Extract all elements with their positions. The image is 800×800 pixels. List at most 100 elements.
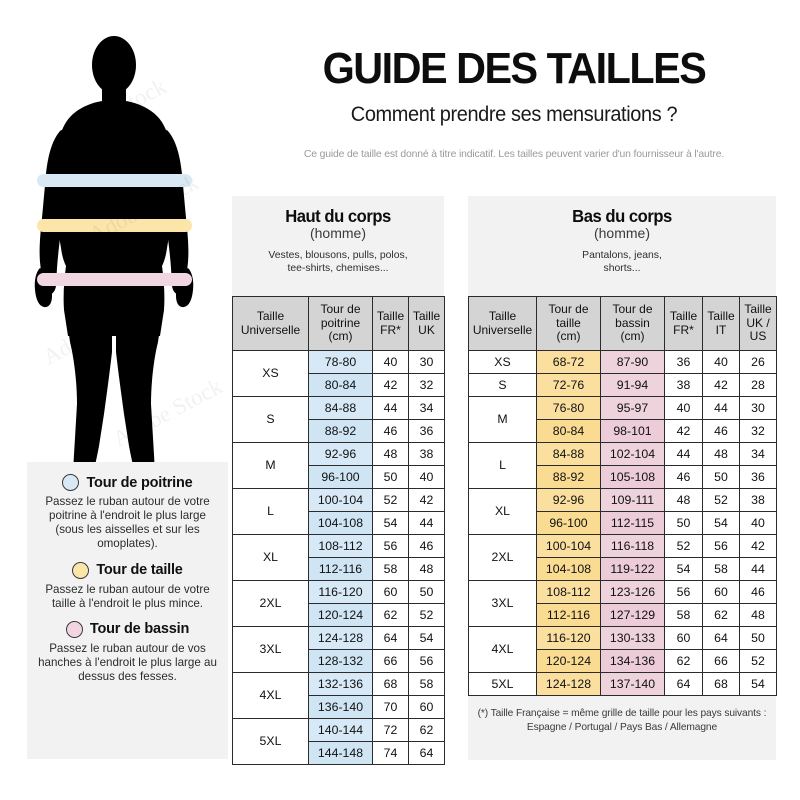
it-size-cell: 64 — [702, 626, 740, 650]
uk-us-size-cell: 40 — [739, 511, 777, 535]
legend-waist-heading: Tour de taille — [35, 561, 220, 579]
table-row: 80-84 42 32 — [233, 373, 445, 397]
waist-value-cell: 72-76 — [536, 373, 601, 397]
waist-measure-band — [37, 219, 192, 232]
fr-size-cell: 60 — [372, 580, 409, 604]
table-row: XL 108-112 56 46 — [232, 534, 445, 581]
body-silhouette-figure: Adobe Stock Adobe Stock Adobe Stock Adob… — [0, 18, 228, 488]
fr-size-cell: 40 — [664, 396, 703, 420]
uk-us-size-cell: 54 — [739, 672, 777, 696]
fr-size-cell: 56 — [372, 534, 409, 558]
upper-body-size-table: Taille Universelle Tour de poitrine (cm) Tail… — [232, 296, 445, 765]
upper-body-table-wrap: Taille Universelle Tour de poitrine (cm) Tail… — [232, 296, 445, 765]
fr-size-cell: 68 — [372, 672, 409, 696]
waist-value-cell: 84-88 — [536, 442, 601, 466]
uk-size-cell: 40 — [408, 465, 445, 489]
uk-size-cell: 52 — [408, 603, 445, 627]
lower-table-header-row: Taille Universelle Tour de taille (cm) Tour d… — [468, 296, 777, 351]
size-label-cell: XL — [468, 488, 537, 535]
waist-color-dot-icon — [72, 561, 90, 579]
fr-size-cell: 38 — [664, 373, 703, 397]
uk-us-size-cell: 50 — [739, 626, 777, 650]
waist-value-cell: 92-96 — [536, 488, 601, 512]
waist-value-cell: 112-116 — [536, 603, 601, 627]
uk-us-size-cell: 44 — [739, 557, 777, 581]
legend-hip-heading: Tour de bassin — [35, 620, 220, 638]
uk-us-size-cell: 52 — [739, 649, 777, 673]
table-row: 96-100 112-115 50 54 40 — [469, 511, 777, 535]
fr-size-cell: 62 — [664, 649, 703, 673]
size-label-cell: 3XL — [232, 626, 309, 673]
fr-size-cell: 74 — [372, 741, 409, 765]
it-size-cell: 58 — [702, 557, 740, 581]
lower-table-head: Taille Universelle Tour de taille (cm) Tour d… — [468, 296, 777, 351]
chest-value-cell: 116-120 — [308, 580, 373, 604]
waist-value-cell: 104-108 — [536, 557, 601, 581]
chest-value-cell: 96-100 — [308, 465, 373, 489]
uk-us-size-cell: 32 — [739, 419, 777, 443]
uk-us-size-cell: 34 — [739, 442, 777, 466]
uk-size-cell: 58 — [408, 672, 445, 696]
chest-value-cell: 104-108 — [308, 511, 373, 535]
it-size-cell: 40 — [702, 350, 740, 374]
fr-size-cell: 64 — [372, 626, 409, 650]
column-header: Taille FR* — [372, 296, 409, 351]
fr-size-cell: 66 — [372, 649, 409, 673]
chest-value-cell: 108-112 — [308, 534, 373, 558]
uk-us-size-cell: 28 — [739, 373, 777, 397]
lower-body-panel-header: Bas du corps (homme) Pantalons, jeans, sh… — [468, 196, 776, 275]
hip-value-cell: 123-126 — [600, 580, 665, 604]
table-row: 88-92 105-108 46 50 36 — [469, 465, 777, 489]
size-label-cell: 2XL — [232, 580, 309, 627]
legend-chest-title: Tour de poitrine — [86, 474, 193, 491]
chest-value-cell: 112-116 — [308, 557, 373, 581]
waist-value-cell: 120-124 — [536, 649, 601, 673]
uk-size-cell: 50 — [408, 580, 445, 604]
upper-table-header-row: Taille Universelle Tour de poitrine (cm) Tail… — [232, 296, 445, 351]
size-label-cell: XS — [468, 350, 537, 374]
footnote: (*) Taille Française = même grille de ta… — [468, 707, 776, 736]
chest-value-cell: 120-124 — [308, 603, 373, 627]
table-row: 144-148 74 64 — [233, 741, 445, 765]
column-header: Tour de poitrine (cm) — [308, 296, 373, 351]
legend-hip-title: Tour de bassin — [89, 621, 190, 638]
it-size-cell: 44 — [702, 396, 740, 420]
fr-size-cell: 40 — [372, 350, 409, 374]
uk-size-cell: 46 — [408, 534, 445, 558]
lower-body-subtitle: (homme) — [593, 225, 650, 242]
table-row: S 84-88 44 34 — [232, 396, 445, 443]
it-size-cell: 68 — [702, 672, 740, 696]
column-header: Taille FR* — [664, 296, 703, 351]
table-row: 112-116 58 48 — [233, 557, 445, 581]
lower-body-items: Pantalons, jeans, shorts... — [582, 249, 662, 275]
chest-value-cell: 128-132 — [308, 649, 373, 673]
uk-size-cell: 34 — [408, 396, 445, 420]
table-row: L 84-88 102-104 44 48 34 — [468, 442, 777, 489]
uk-us-size-cell: 38 — [739, 488, 777, 512]
table-row: 104-108 54 44 — [233, 511, 445, 535]
waist-value-cell: 88-92 — [536, 465, 601, 489]
uk-size-cell: 48 — [408, 557, 445, 581]
measurement-legend-panel: Tour de poitrine Passez le ruban autour … — [27, 462, 228, 759]
table-row: S 72-76 91-94 38 42 28 — [468, 373, 777, 397]
hip-value-cell: 95-97 — [600, 396, 665, 420]
it-size-cell: 46 — [702, 419, 740, 443]
fr-size-cell: 70 — [372, 695, 409, 719]
uk-size-cell: 38 — [408, 442, 445, 466]
size-label-cell: M — [468, 396, 537, 443]
legend-chest-description: Passez le ruban autour de votre poitrine… — [45, 495, 210, 551]
disclaimer-text: Ce guide de taille est donné à titre ind… — [303, 149, 725, 160]
uk-size-cell: 62 — [408, 718, 445, 742]
fr-size-cell: 54 — [664, 557, 703, 581]
upper-table-body: XS 78-80 40 30 80-84 42 32 S 84-88 44 34 88-92 46 36 M… — [232, 350, 445, 765]
it-size-cell: 60 — [702, 580, 740, 604]
table-row: 120-124 62 52 — [233, 603, 445, 627]
table-row: 4XL 132-136 68 58 — [232, 672, 445, 719]
footnote-line-1: (*) Taille Française = même grille de ta… — [477, 708, 767, 719]
fr-size-cell: 36 — [664, 350, 703, 374]
legend-chest-heading: Tour de poitrine — [35, 474, 220, 491]
hip-measure-band — [37, 273, 192, 286]
chest-value-cell: 144-148 — [308, 741, 373, 765]
chest-value-cell: 140-144 — [308, 718, 373, 742]
hip-value-cell: 119-122 — [600, 557, 665, 581]
